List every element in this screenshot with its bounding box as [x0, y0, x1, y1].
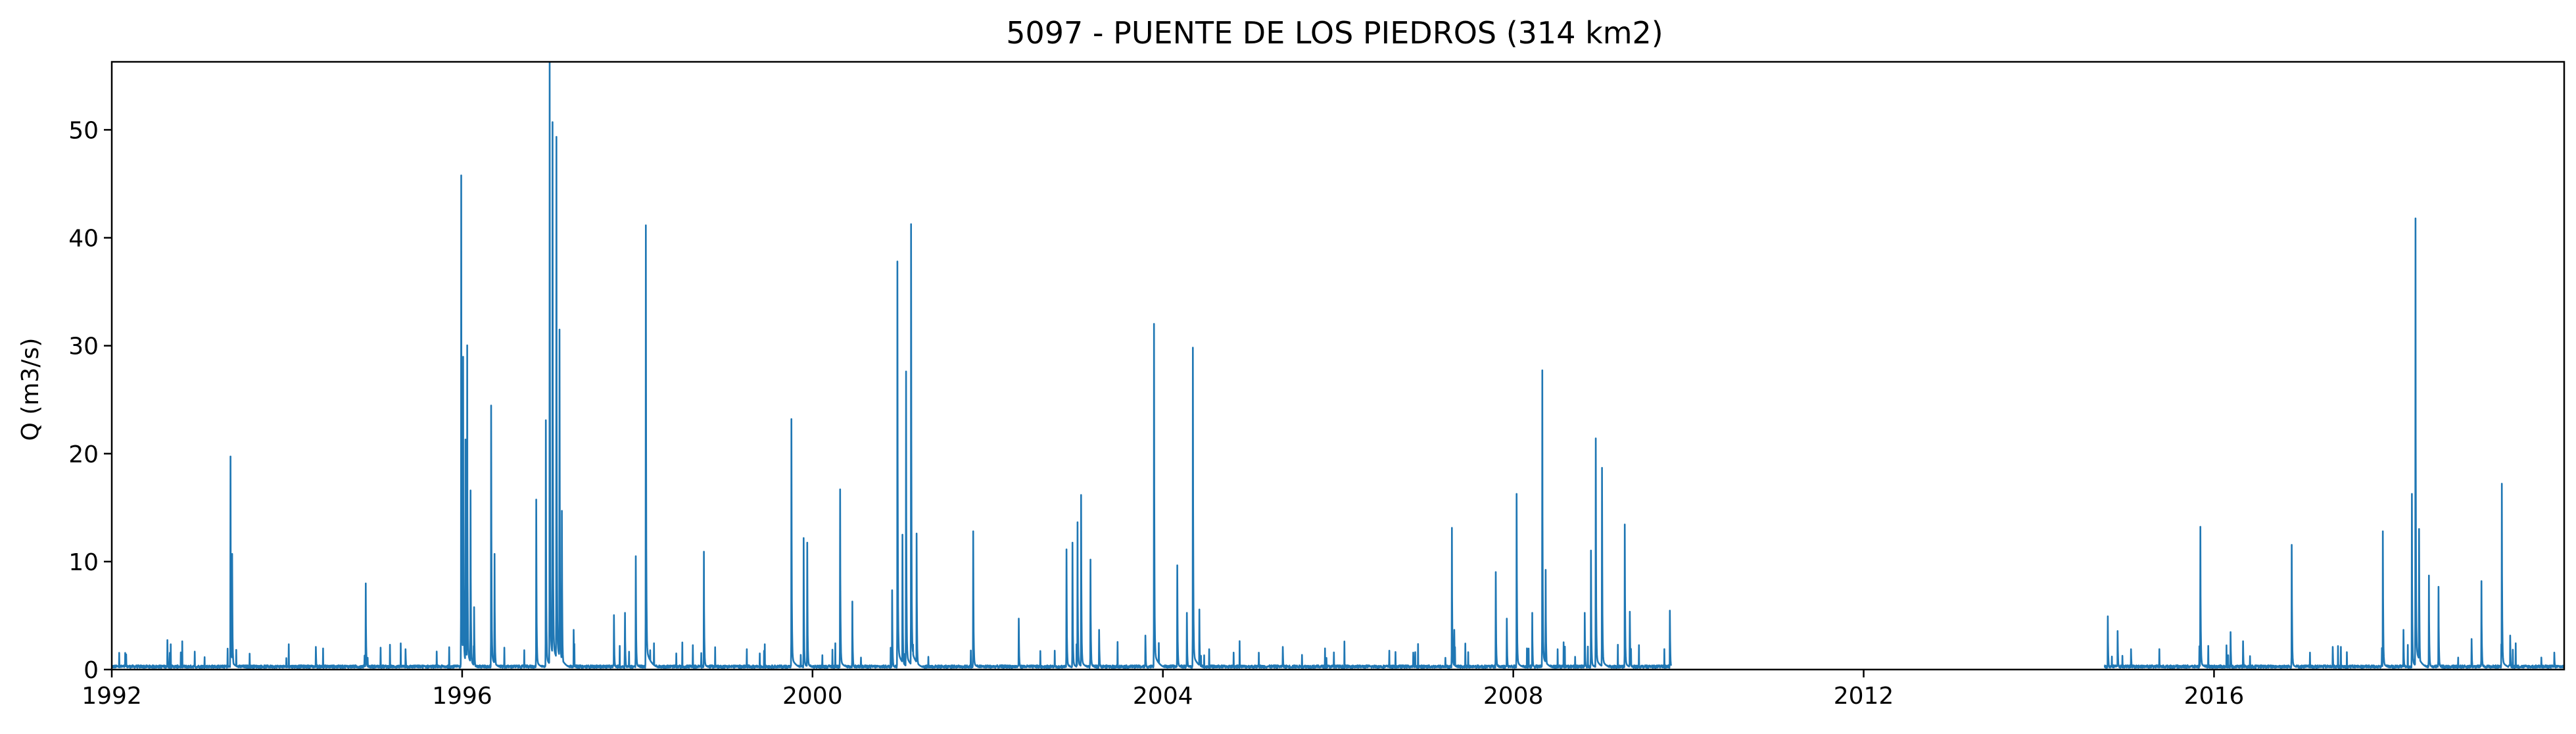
x-tick-label: 2012	[1834, 683, 1894, 710]
series-layer	[111, 61, 2565, 669]
x-tick-label: 2008	[1483, 683, 1544, 710]
y-tick-label: 10	[68, 549, 99, 576]
y-tick-label: 30	[68, 333, 99, 360]
x-axis: 1992 1996 2000 2004 2008 2012 2016	[82, 670, 2244, 710]
x-tick-label: 2016	[2184, 683, 2245, 710]
chart-title: 5097 - PUENTE DE LOS PIEDROS (314 km2)	[1006, 15, 1663, 51]
y-tick-label: 0	[83, 657, 99, 684]
y-axis-label: Q (m3/s)	[17, 338, 44, 441]
plot-frame	[110, 61, 2565, 671]
x-tick-label: 2000	[782, 683, 843, 710]
y-tick-label: 20	[68, 441, 99, 468]
y-tick-label: 40	[68, 226, 99, 253]
series-line-segment-1	[111, 61, 1672, 669]
x-tick-label: 1996	[432, 683, 492, 710]
x-tick-label: 1992	[82, 683, 142, 710]
series-line-segment-2	[2103, 217, 2565, 669]
y-axis: 0 10 20 30 40 50	[68, 117, 112, 684]
y-tick-label: 50	[68, 117, 99, 144]
x-tick-label: 2004	[1133, 683, 1193, 710]
